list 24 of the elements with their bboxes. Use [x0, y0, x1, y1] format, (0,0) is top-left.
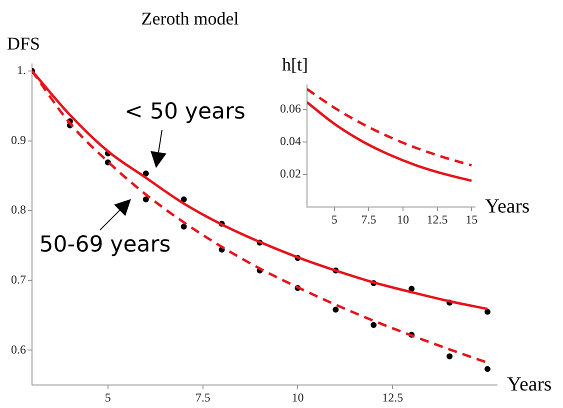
chart-title: Zeroth model: [141, 8, 239, 29]
y-tick-label: 0.8: [11, 202, 26, 217]
y-tick-label: 1.: [17, 63, 26, 78]
y-axis-title: DFS: [7, 34, 40, 54]
y-tick-label: 0.9: [11, 132, 26, 147]
x-axis-title: Years: [485, 195, 530, 218]
y-tick-label: 0.7: [11, 272, 26, 286]
y-tick-label: 0.6: [11, 342, 26, 356]
x-tick-label: 12.5: [382, 390, 404, 404]
x-tick-label: 10: [397, 212, 409, 226]
x-tick-label: 7.5: [361, 212, 376, 226]
x-tick-label: 7.5: [195, 390, 210, 404]
x-tick-label: 10: [292, 390, 304, 404]
y-axis-title: h[t]: [282, 54, 308, 75]
x-tick-label: 5: [331, 212, 338, 226]
y-tick-label: 0.02: [280, 166, 301, 181]
y-tick-label: 0.04: [280, 134, 301, 148]
annotation: < 50 years: [124, 100, 246, 124]
x-tick-label: 15: [466, 212, 478, 226]
x-tick-label: 5: [104, 390, 111, 404]
annotation: 50-69 years: [39, 232, 171, 258]
y-tick-label: 0.06: [280, 102, 301, 116]
x-axis-title: Years: [507, 373, 552, 396]
x-tick-label: 12.5: [426, 212, 448, 226]
